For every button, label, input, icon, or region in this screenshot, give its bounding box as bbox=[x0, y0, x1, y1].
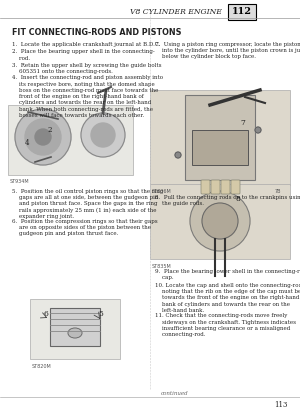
Text: 9.  Place the bearing lower shell in the connecting-rod
    cap.: 9. Place the bearing lower shell in the … bbox=[155, 269, 300, 280]
Bar bbox=[228, 4, 256, 20]
Text: 2: 2 bbox=[48, 126, 52, 134]
Text: 3.  Retain the upper shell by screwing the guide bolts
    605351 onto the conne: 3. Retain the upper shell by screwing th… bbox=[12, 62, 161, 74]
Text: 8: 8 bbox=[235, 195, 240, 203]
Circle shape bbox=[25, 119, 61, 155]
Text: ST820M: ST820M bbox=[32, 364, 52, 369]
Text: 6: 6 bbox=[43, 310, 48, 318]
Text: 4.  Insert the connecting-rod and piston assembly into
    its respective bore, : 4. Insert the connecting-rod and piston … bbox=[12, 75, 163, 118]
Circle shape bbox=[81, 113, 125, 157]
Text: ST836M: ST836M bbox=[152, 189, 172, 194]
Circle shape bbox=[190, 191, 250, 251]
Text: 112: 112 bbox=[232, 8, 252, 16]
Bar bbox=[50, 308, 100, 346]
Circle shape bbox=[15, 109, 71, 165]
Ellipse shape bbox=[68, 328, 82, 338]
Text: V8 CYLINDER ENGINE: V8 CYLINDER ENGINE bbox=[130, 8, 222, 16]
Text: 7B: 7B bbox=[275, 189, 281, 194]
FancyBboxPatch shape bbox=[201, 180, 210, 194]
Text: 5: 5 bbox=[98, 310, 103, 318]
FancyBboxPatch shape bbox=[8, 105, 133, 175]
Text: 5.  Position the oil control piston rings so that the ring
    gaps are all at o: 5. Position the oil control piston rings… bbox=[12, 189, 163, 219]
FancyBboxPatch shape bbox=[231, 180, 240, 194]
Text: ST934M: ST934M bbox=[10, 179, 30, 184]
Text: 113: 113 bbox=[274, 401, 288, 409]
FancyBboxPatch shape bbox=[150, 184, 290, 259]
Bar bbox=[185, 95, 255, 180]
FancyBboxPatch shape bbox=[150, 90, 290, 185]
Circle shape bbox=[175, 152, 181, 158]
Text: 7.  Using a piston ring compressor, locate the piston
    into the cylinder bore: 7. Using a piston ring compressor, locat… bbox=[155, 42, 300, 59]
Text: 11. Check that the connecting-rods move freely
    sideways on the crankshaft. T: 11. Check that the connecting-rods move … bbox=[155, 313, 296, 337]
Bar bbox=[192, 130, 248, 165]
Text: continued: continued bbox=[161, 391, 189, 396]
Text: 8.  Pull the connecting rods on to the crankpins using
    the guide rods.: 8. Pull the connecting rods on to the cr… bbox=[155, 195, 300, 206]
Text: FIT CONNECTING-RODS AND PISTONS: FIT CONNECTING-RODS AND PISTONS bbox=[12, 28, 181, 37]
Circle shape bbox=[35, 129, 51, 145]
FancyBboxPatch shape bbox=[221, 180, 230, 194]
Text: 4: 4 bbox=[25, 139, 29, 147]
Text: 10. Locate the cap and shell onto the connecting-rod,
    noting that the rib on: 10. Locate the cap and shell onto the co… bbox=[155, 283, 300, 313]
Text: 7: 7 bbox=[240, 119, 245, 127]
Text: ST835M: ST835M bbox=[152, 264, 172, 269]
Circle shape bbox=[91, 123, 115, 147]
Text: 6.  Position the compression rings so that their gaps
    are on opposite sides : 6. Position the compression rings so tha… bbox=[12, 218, 158, 236]
Text: 2.  Place the bearing upper shell in the connecting-
    rod.: 2. Place the bearing upper shell in the … bbox=[12, 49, 155, 61]
FancyBboxPatch shape bbox=[211, 180, 220, 194]
Circle shape bbox=[255, 127, 261, 133]
FancyBboxPatch shape bbox=[30, 299, 120, 359]
Circle shape bbox=[202, 203, 238, 239]
Text: 1.  Locate the applicable crankshaft journal at B.D.C.: 1. Locate the applicable crankshaft jour… bbox=[12, 42, 161, 47]
